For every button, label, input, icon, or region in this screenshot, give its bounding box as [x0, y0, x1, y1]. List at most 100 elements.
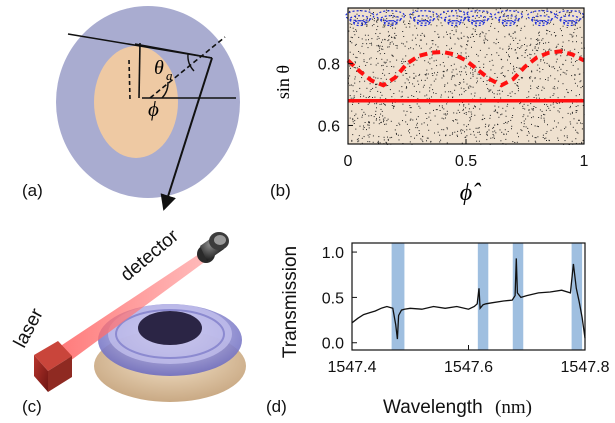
scatter-point: [394, 80, 396, 82]
scatter-point: [386, 9, 387, 11]
scatter-point: [368, 102, 370, 104]
scatter-point: [375, 77, 377, 79]
scatter-point: [462, 109, 464, 111]
scatter-point: [478, 73, 480, 75]
scatter-point: [470, 115, 472, 117]
scatter-point: [541, 9, 543, 11]
scatter-point: [526, 134, 528, 136]
scatter-point: [392, 23, 394, 25]
blue-island-orbit: [530, 15, 553, 24]
scatter-point: [535, 107, 537, 108]
scatter-point: [405, 121, 407, 123]
scatter-point: [546, 33, 548, 35]
scatter-point: [499, 47, 501, 49]
scatter-point: [496, 76, 498, 78]
scatter-point: [491, 18, 493, 20]
scatter-point: [516, 67, 518, 68]
scatter-point: [392, 107, 394, 109]
scatter-point: [414, 25, 416, 27]
scatter-point: [544, 121, 545, 123]
scatter-point: [457, 53, 458, 55]
scatter-point: [377, 19, 379, 21]
scatter-point: [377, 36, 379, 38]
scatter-point: [565, 59, 567, 61]
scatter-point: [556, 58, 558, 60]
scatter-point: [571, 36, 573, 38]
scatter-point: [421, 123, 423, 125]
scatter-point: [499, 93, 501, 95]
scatter-point: [413, 17, 414, 19]
scatter-point: [455, 29, 457, 31]
scatter-point: [493, 110, 495, 112]
scatter-point: [449, 33, 451, 35]
scatter-point: [418, 57, 420, 59]
scatter-point: [548, 107, 550, 109]
scatter-point: [466, 129, 468, 131]
scatter-point: [382, 39, 384, 41]
scatter-point: [426, 140, 427, 142]
scatter-point: [529, 53, 531, 55]
scatter-point: [409, 105, 411, 106]
scatter-point: [382, 48, 384, 50]
scatter-point: [574, 74, 576, 75]
scatter-point: [546, 29, 547, 31]
scatter-point: [473, 134, 475, 136]
scatter-point: [500, 140, 502, 142]
scatter-point: [545, 109, 547, 111]
scatter-point: [504, 129, 506, 131]
scatter-point: [400, 134, 402, 136]
scatter-point: [477, 80, 478, 82]
scatter-point: [539, 78, 541, 80]
scatter-point: [544, 138, 546, 140]
scatter-point: [468, 55, 470, 57]
scatter-point: [437, 71, 439, 73]
scatter-point: [549, 109, 551, 111]
scatter-point: [349, 26, 351, 28]
blue-island-orbit: [353, 20, 367, 27]
scatter-point: [395, 35, 397, 36]
scatter-point: [357, 117, 359, 119]
scatter-point: [395, 132, 397, 134]
scatter-point: [486, 132, 488, 134]
scatter-point: [466, 83, 468, 85]
scatter-point: [542, 38, 544, 40]
scatter-point: [549, 65, 550, 67]
scatter-point: [386, 120, 388, 122]
scatter-point: [349, 117, 351, 119]
scatter-point: [445, 114, 447, 116]
scatter-point: [570, 123, 572, 125]
scatter-point: [443, 65, 445, 67]
scatter-point: [425, 74, 427, 76]
scatter-point: [533, 11, 534, 13]
scatter-point: [382, 118, 384, 120]
scatter-point: [532, 24, 534, 26]
scatter-point: [521, 11, 523, 13]
scatter-point: [535, 39, 537, 40]
scatter-point: [433, 80, 435, 82]
scatter-point: [458, 38, 460, 40]
scatter-point: [544, 114, 546, 116]
scatter-point: [550, 129, 552, 131]
scatter-point: [350, 84, 352, 86]
scatter-point: [510, 95, 512, 97]
scatter-point: [471, 46, 472, 48]
scatter-point: [427, 61, 429, 63]
scatter-point: [430, 141, 432, 143]
scatter-point: [497, 90, 499, 92]
scatter-point: [451, 92, 453, 94]
scatter-point: [380, 108, 382, 110]
scatter-point: [474, 31, 476, 32]
scatter-point: [581, 123, 583, 125]
scatter-point: [478, 140, 480, 142]
scatter-point: [465, 90, 467, 91]
scatter-point: [448, 91, 450, 93]
scatter-point: [421, 32, 423, 34]
scatter-point: [351, 140, 353, 142]
scatter-point: [509, 92, 511, 94]
scatter-point: [387, 40, 389, 42]
scatter-point: [412, 9, 414, 11]
scatter-point: [368, 115, 370, 117]
scatter-point: [377, 77, 379, 79]
scatter-point: [466, 135, 468, 137]
scatter-point: [424, 74, 426, 75]
